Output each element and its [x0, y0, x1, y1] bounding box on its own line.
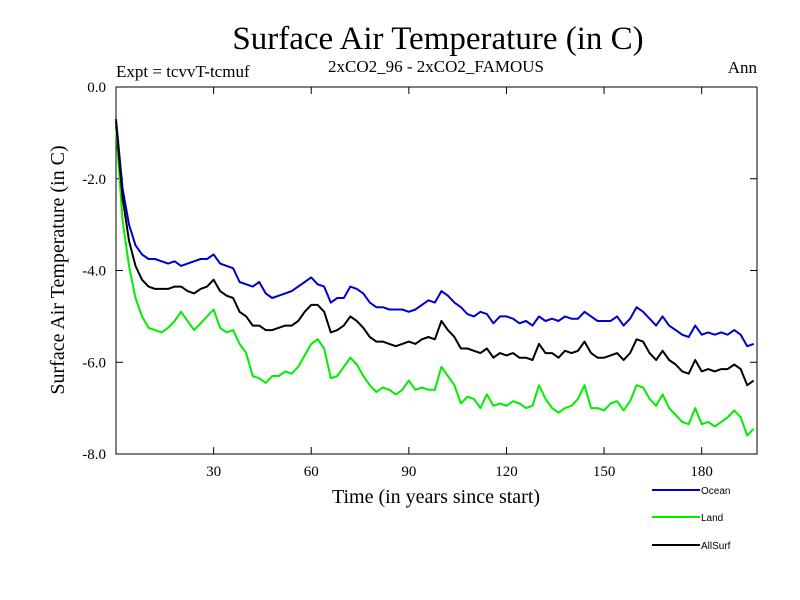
y-axis-label: Surface Air Temperature (in C)	[47, 145, 69, 394]
legend: Ocean Land AllSurf	[652, 486, 731, 552]
x-tick-label: 150	[593, 464, 616, 480]
x-tick-label: 90	[401, 464, 416, 480]
series-line-allsurf	[115, 121, 755, 387]
subtitle-right: Ann	[728, 58, 758, 77]
y-tick-label: 0.0	[87, 80, 106, 96]
legend-label-allsurf: AllSurf	[701, 541, 731, 552]
subtitle-center: 2xCO2_96 - 2xCO2_FAMOUS	[328, 57, 544, 76]
y-tick-label: -6.0	[82, 355, 106, 371]
x-tick-label: 120	[495, 464, 518, 480]
x-tick-label: 60	[304, 464, 319, 480]
series-line-ocean	[115, 119, 755, 348]
x-tick-label: 30	[206, 464, 221, 480]
y-tick-label: -2.0	[82, 172, 106, 188]
x-tick-label: 180	[690, 464, 713, 480]
chart-title: Surface Air Temperature (in C)	[232, 21, 643, 57]
y-tick-label: -8.0	[82, 447, 106, 463]
y-tick-label: -4.0	[82, 264, 106, 280]
legend-label-ocean: Ocean	[701, 486, 730, 497]
x-axis-label: Time (in years since start)	[332, 486, 540, 508]
plot-area: 30 60 90 120 150 180 0.0 -2.0 -4.0 -6.0 -8.0	[82, 80, 758, 480]
subtitle-left: Expt = tcvvT-tcmuf	[116, 62, 250, 81]
series-line-land	[115, 125, 755, 437]
legend-label-land: Land	[701, 513, 723, 524]
